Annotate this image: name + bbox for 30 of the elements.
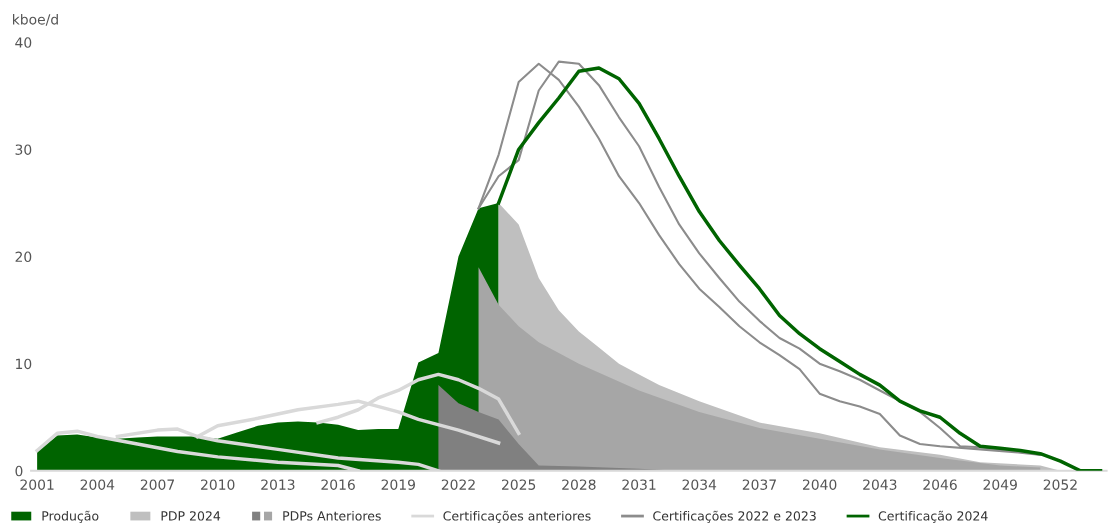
x-tick-label: 2010 [201,479,235,490]
x-tick-label: 2031 [622,479,656,490]
legend-label: PDPs Anteriores [283,510,381,521]
x-tick-label: 2001 [20,479,54,490]
x-tick-label: 2013 [261,479,295,490]
x-tick-label: 2007 [140,479,174,490]
y-tick-label: 0 [15,465,23,477]
x-tick-label: 2052 [1043,479,1077,490]
x-tick-label: 2046 [923,479,957,490]
y-tick-label: 20 [15,251,32,263]
x-tick-label: 2034 [682,479,717,490]
y-axis-title: kboe/d [13,13,58,26]
x-tick-label: 2028 [562,479,596,490]
legend-label: Certificações anteriores [443,510,591,523]
y-tick-label: 10 [16,358,32,370]
x-tick-label: 2049 [983,479,1017,490]
legend-label: PDP 2024 [161,511,221,521]
legend-label: Produção [42,510,99,523]
x-tick-label: 2016 [321,479,355,490]
x-tick-label: 2037 [742,479,776,490]
x-tick-label: 2004 [80,479,115,490]
y-tick-label: 30 [15,144,32,155]
legend-label: Certificação 2024 [878,510,988,523]
x-tick-label: 2025 [502,479,536,490]
x-tick-label: 2022 [441,479,475,490]
x-tick-label: 2043 [863,479,897,490]
x-tick-label: 2040 [802,479,837,490]
legend-label: Certificações 2022 e 2023 [653,510,816,523]
y-tick-label: 40 [15,37,32,48]
x-tick-label: 2019 [381,479,415,490]
